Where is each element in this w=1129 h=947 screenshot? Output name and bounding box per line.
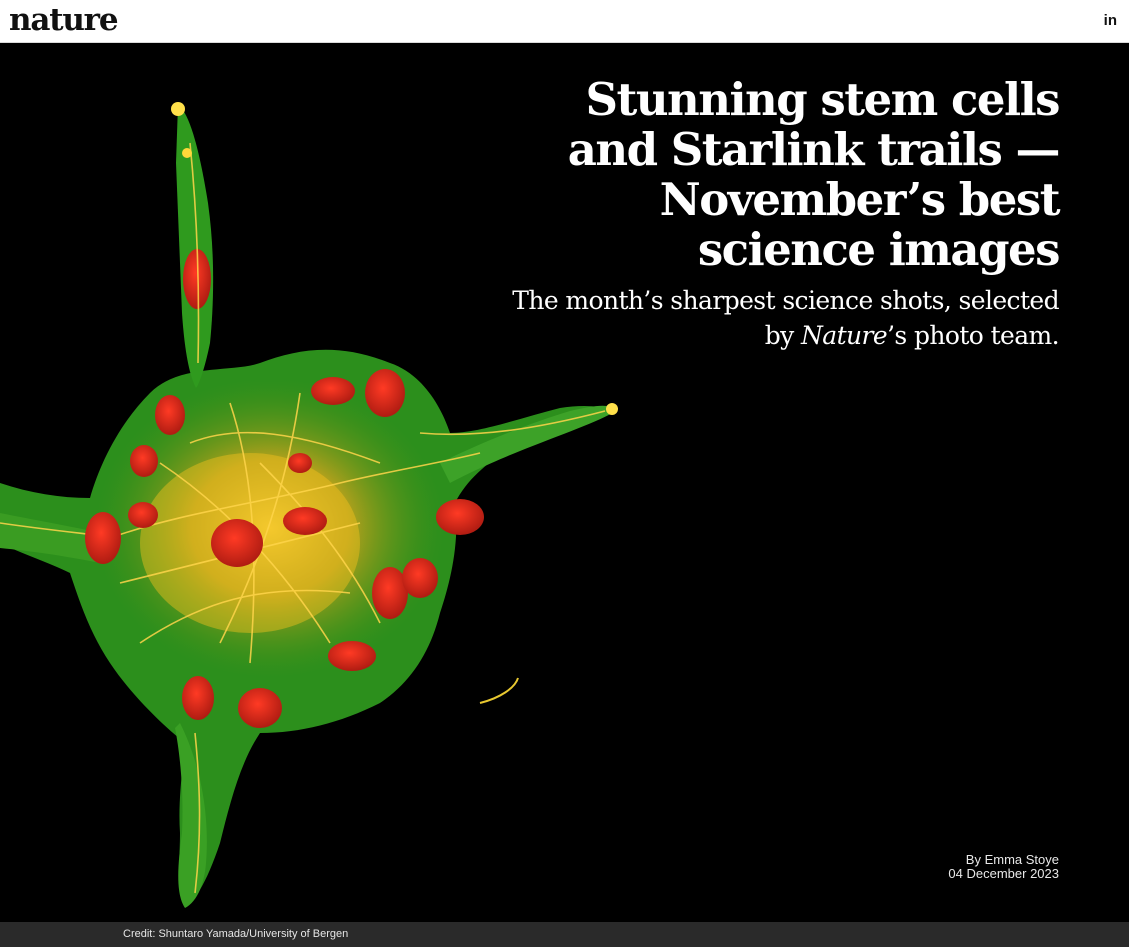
linkedin-icon[interactable]: in (1103, 12, 1117, 29)
nature-logo[interactable]: nature (9, 2, 119, 38)
byline: By Emma Stoye 04 December 2023 (948, 853, 1059, 881)
hero-image: Stunning stem cells and Starlink trails … (0, 43, 1129, 922)
publish-date: 04 December 2023 (948, 866, 1059, 881)
article-standfirst: The month’s sharpest science shots, sele… (499, 283, 1059, 353)
cell-upper-process (176, 105, 214, 388)
dek-text-end: ’s photo team. (887, 321, 1060, 350)
author-name[interactable]: By Emma Stoye (965, 852, 1059, 867)
image-credit: Credit: Shuntaro Yamada/University of Be… (123, 928, 349, 940)
cell-nuclei (85, 369, 484, 728)
site-header: nature in (0, 0, 1129, 43)
article-headline: Stunning stem cells and Starlink trails … (567, 73, 1061, 276)
dek-text-start: The month’s sharpest science shots, sele… (512, 286, 1059, 350)
stem-cell-micrograph (0, 102, 618, 908)
image-credit-bar: Credit: Shuntaro Yamada/University of Be… (0, 922, 1129, 947)
dek-italic-nature: Nature (800, 321, 888, 350)
